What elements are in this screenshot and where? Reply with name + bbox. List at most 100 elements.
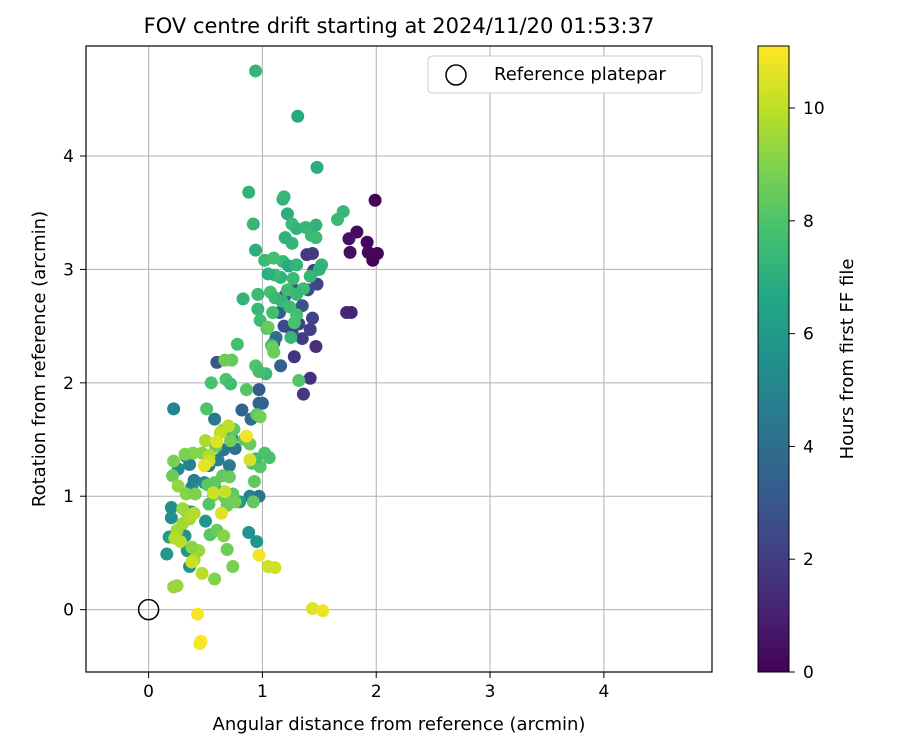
data-point — [280, 283, 294, 297]
y-tick-label: 3 — [63, 260, 74, 280]
data-point — [360, 235, 374, 249]
colorbar-tick-label: 8 — [803, 212, 814, 232]
data-point — [267, 251, 281, 265]
data-point — [243, 453, 257, 467]
data-point — [316, 604, 330, 618]
colorbar-ticks: 0 2 4 6 8 10 — [789, 99, 825, 683]
data-point — [183, 457, 197, 471]
data-point — [261, 267, 275, 281]
data-point — [178, 447, 192, 461]
data-point — [228, 495, 242, 509]
data-point — [167, 454, 181, 468]
x-axis-ticks: 0 1 2 3 4 — [143, 672, 609, 702]
data-point — [173, 535, 187, 549]
data-point — [331, 213, 345, 227]
data-point — [305, 247, 319, 261]
data-point — [191, 607, 205, 621]
data-point — [210, 435, 224, 449]
data-point — [252, 548, 266, 562]
data-point — [249, 64, 263, 78]
data-point — [208, 412, 222, 426]
data-point — [303, 323, 317, 337]
colorbar-tick-label: 0 — [803, 663, 814, 683]
data-point — [222, 470, 236, 484]
data-point — [195, 566, 209, 580]
data-point — [292, 374, 306, 388]
data-point — [224, 377, 238, 391]
x-tick-label: 0 — [143, 682, 154, 702]
data-point — [266, 306, 280, 320]
colorbar-tick-label: 10 — [803, 99, 825, 119]
data-point — [230, 337, 244, 351]
data-point — [312, 262, 326, 276]
data-point — [239, 429, 253, 443]
data-point — [250, 535, 264, 549]
data-point — [171, 479, 185, 493]
colorbar-label: Hours from first FF file — [837, 259, 858, 460]
data-points — [160, 64, 384, 651]
y-axis-ticks: 0 1 2 3 4 — [63, 147, 86, 621]
data-point — [242, 526, 256, 540]
data-point — [170, 579, 184, 593]
data-point — [199, 514, 213, 528]
data-point — [199, 434, 213, 448]
legend-box — [427, 55, 703, 94]
data-point — [235, 403, 249, 417]
data-point — [242, 185, 256, 199]
data-point — [193, 637, 207, 651]
x-tick-label: 3 — [485, 682, 496, 702]
data-point — [303, 371, 317, 385]
data-point — [236, 292, 250, 306]
data-point — [249, 243, 263, 257]
colorbar-tick-label: 6 — [803, 325, 814, 345]
data-point — [309, 340, 323, 354]
reference-platepar-marker — [137, 598, 160, 621]
data-point — [368, 193, 382, 207]
grid-lines — [86, 46, 712, 672]
y-tick-label: 2 — [63, 374, 74, 394]
chart-title: FOV centre drift starting at 2024/11/20 … — [144, 14, 655, 38]
data-point — [280, 207, 294, 221]
data-point — [284, 330, 298, 344]
legend: Reference platepar — [427, 55, 703, 94]
legend-entry-reference-platepar: Reference platepar — [494, 64, 666, 85]
data-point — [361, 245, 375, 259]
data-point — [220, 543, 234, 557]
colorbar-tick-label: 4 — [803, 437, 814, 457]
colorbar-gradient — [757, 45, 790, 673]
data-point — [305, 601, 319, 615]
data-point — [214, 506, 228, 520]
data-point — [160, 547, 174, 561]
data-point — [290, 258, 304, 272]
data-point — [305, 311, 319, 325]
x-tick-label: 2 — [371, 682, 382, 702]
x-tick-label: 1 — [257, 682, 268, 702]
data-point — [267, 345, 281, 359]
y-tick-label: 4 — [63, 147, 74, 167]
data-point — [253, 410, 267, 424]
data-point — [188, 487, 202, 501]
data-point — [342, 232, 356, 246]
data-point — [268, 561, 282, 575]
data-point — [246, 495, 260, 509]
y-tick-label: 0 — [63, 601, 74, 621]
x-axis-label: Angular distance from reference (arcmin) — [213, 714, 586, 735]
data-point — [179, 487, 193, 501]
data-point — [222, 459, 236, 473]
data-point — [310, 160, 324, 174]
data-point — [262, 451, 276, 465]
data-point — [202, 497, 216, 511]
data-point — [287, 350, 301, 364]
data-point — [218, 485, 232, 499]
data-point — [187, 506, 201, 520]
data-point — [291, 109, 305, 123]
data-point — [167, 402, 181, 416]
y-axis-label: Rotation from reference (arcmin) — [29, 211, 50, 507]
data-point — [277, 190, 291, 204]
data-point — [164, 511, 178, 525]
y-tick-label: 1 — [63, 487, 74, 507]
data-point — [252, 364, 266, 378]
data-point — [197, 459, 211, 473]
colorbar-tick-label: 2 — [803, 550, 814, 570]
data-point — [309, 218, 323, 232]
